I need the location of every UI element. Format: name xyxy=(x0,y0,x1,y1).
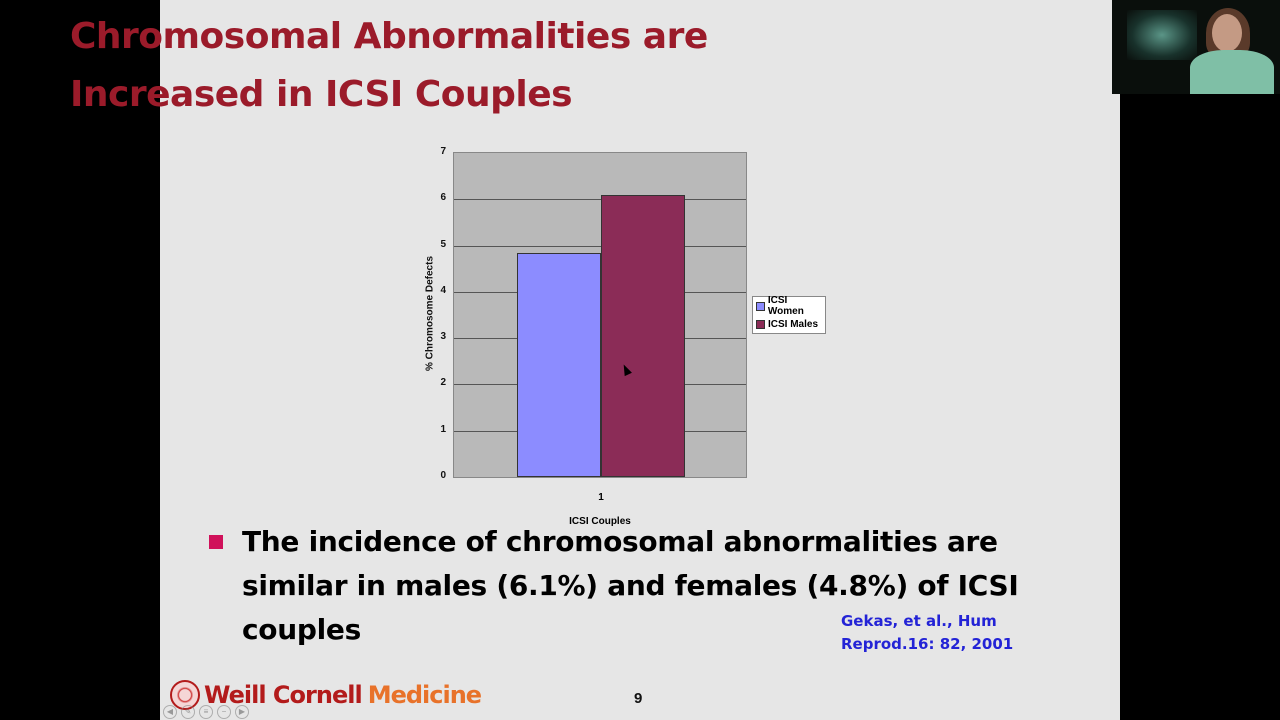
prev-slide-icon[interactable]: ◀ xyxy=(163,705,177,719)
y-tick-label: 7 xyxy=(440,146,446,157)
title-line-2: Increased in ICSI Couples xyxy=(70,74,573,115)
bullet-square-icon xyxy=(209,535,223,549)
legend-swatch-women xyxy=(756,301,765,311)
gridline xyxy=(454,199,746,201)
bar-chart-plot xyxy=(453,152,747,478)
y-tick-label: 1 xyxy=(440,423,446,435)
y-tick-label: 4 xyxy=(440,284,446,296)
x-axis-label: ICSI Couples xyxy=(569,516,631,527)
pen-icon[interactable]: ✎ xyxy=(181,705,195,719)
y-tick-label: 3 xyxy=(440,331,446,343)
bar-icsi-women xyxy=(517,252,601,477)
y-tick-label: 2 xyxy=(440,377,446,389)
weill-cornell-logo: Weill Cornell Medicine xyxy=(170,680,482,710)
legend-swatch-males xyxy=(756,319,765,329)
chart-legend: ICSI Women ICSI Males xyxy=(752,295,826,334)
menu-icon[interactable]: ≡ xyxy=(199,705,213,719)
y-tick-label: 5 xyxy=(440,238,446,250)
bar-icsi-males xyxy=(601,194,685,477)
next-slide-icon[interactable]: ▶ xyxy=(235,705,249,719)
citation: Gekas, et al., Hum Reprod.16: 82, 2001 xyxy=(841,612,1014,653)
presenter-webcam xyxy=(1112,0,1280,94)
gridline xyxy=(454,245,746,247)
title-line-1: Chromosomal Abnormalities are xyxy=(70,16,708,57)
slide-title: Chromosomal Abnormalities are Increased … xyxy=(70,8,708,124)
y-tick-label: 6 xyxy=(440,192,446,204)
y-axis-label: % Chromosome Defects xyxy=(424,255,436,372)
x-tick-label: 1 xyxy=(598,492,604,503)
bullet-text: The incidence of chromosomal abnormaliti… xyxy=(242,525,1019,646)
page-number: 9 xyxy=(634,690,643,707)
legend-item-women: ICSI Women xyxy=(753,295,825,317)
legend-item-males: ICSI Males xyxy=(753,315,825,333)
slideshow-nav: ◀ ✎ ≡ − ▶ xyxy=(163,705,249,719)
y-tick-label: 0 xyxy=(440,470,446,481)
zoom-out-icon[interactable]: − xyxy=(217,705,231,719)
